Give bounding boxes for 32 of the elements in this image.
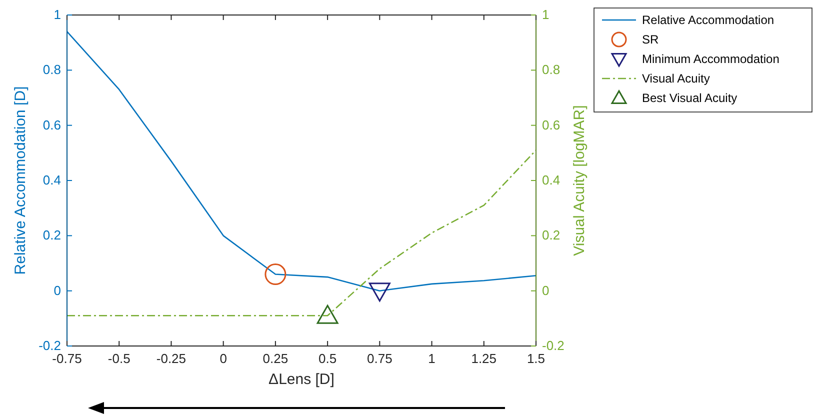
x-tick-label: 0.25	[262, 351, 288, 366]
x-tick-label: -0.25	[156, 351, 186, 366]
y-tick-label: 0.8	[42, 62, 61, 78]
legend-label: Relative Accommodation	[642, 13, 774, 27]
legend-label: Visual Acuity	[642, 72, 710, 86]
y2-tick-label: -0.2	[542, 338, 564, 353]
y2-tick-label: 0.2	[542, 228, 560, 243]
legend-label: SR	[642, 32, 660, 46]
x-tick-label: 0	[220, 351, 227, 366]
x-tick-label: -0.5	[108, 351, 130, 366]
y-tick-label: 0.2	[42, 228, 61, 243]
legend-label: Minimum Accommodation	[642, 52, 780, 66]
y2-tick-label: 0.4	[542, 172, 560, 188]
y2-tick-label: 0	[542, 282, 550, 298]
x-tick-label: -0.75	[52, 351, 82, 366]
x-tick-label: 0.75	[367, 351, 392, 366]
x-axis-title: ΔLens [D]	[268, 371, 334, 388]
y-tick-label: 0.4	[42, 172, 61, 188]
y-tick-label: 0.6	[42, 117, 61, 132]
y-tick-label: -0.2	[38, 338, 61, 353]
y-axis-title: Relative Accommodation [D]	[12, 86, 29, 275]
legend-label: Best Visual Acuity	[642, 91, 738, 105]
y-tick-label: 1	[54, 7, 61, 22]
y-tick-label: 0	[54, 282, 61, 298]
x-tick-label: 0.5	[318, 351, 337, 366]
y2-axis-title: Visual Acuity [logMAR]	[571, 105, 588, 256]
x-tick-label: 1.25	[471, 351, 497, 366]
x-tick-label: 1.5	[526, 351, 546, 366]
y2-tick-label: 1	[542, 7, 550, 22]
x-tick-label: 1	[428, 351, 436, 366]
y2-tick-label: 0.6	[542, 117, 560, 132]
y2-tick-label: 0.8	[542, 62, 560, 78]
